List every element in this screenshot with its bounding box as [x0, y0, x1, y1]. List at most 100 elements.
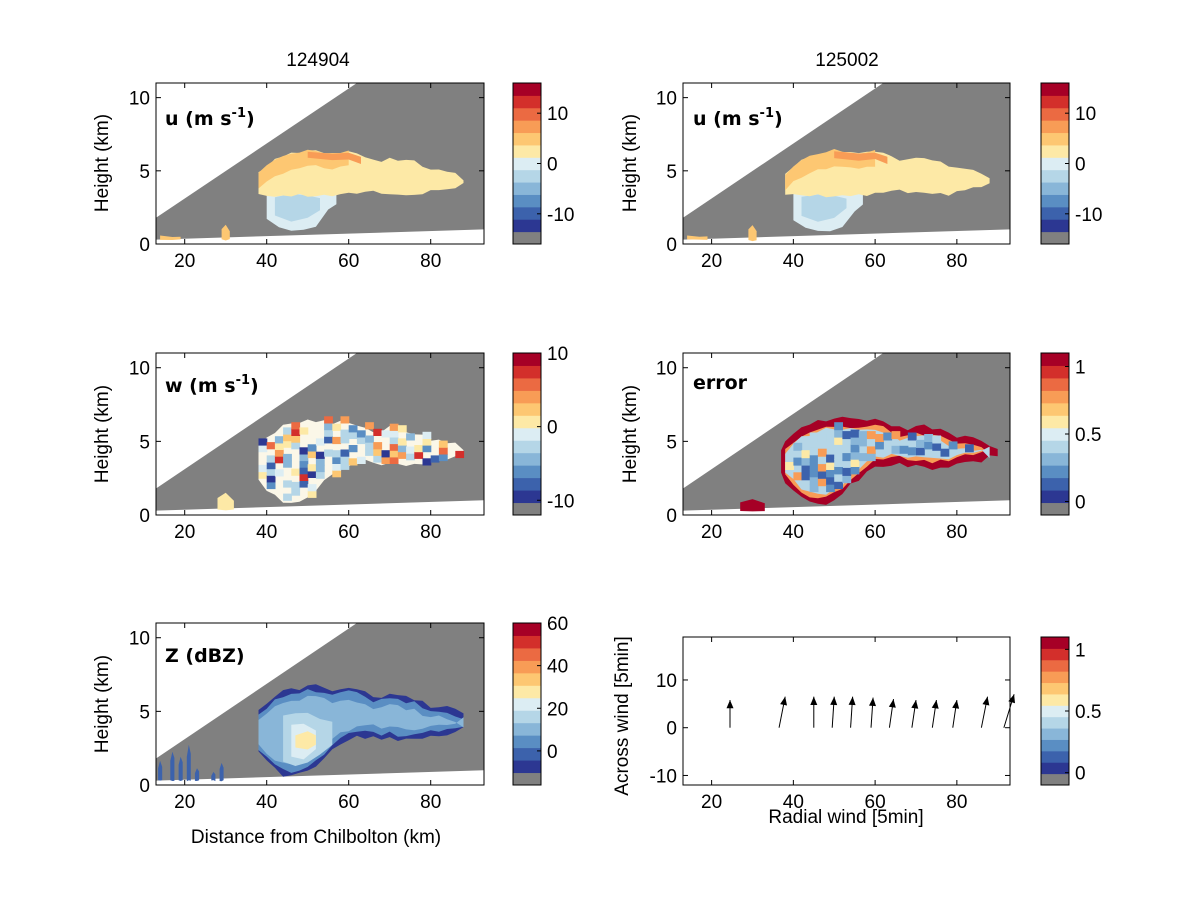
- data-cell: [283, 440, 292, 448]
- colorbar-segment: [513, 402, 541, 416]
- u-label-left: u (m s-1): [165, 106, 255, 130]
- data-cell: [356, 430, 366, 438]
- data-cell: [324, 436, 333, 444]
- data-cell: [266, 442, 276, 450]
- data-cell: [332, 423, 342, 431]
- data-cell: [916, 439, 925, 448]
- data-cell: [866, 453, 876, 462]
- colorbar-tick-label: -10: [1075, 205, 1102, 226]
- x-tick-label: 60: [338, 522, 359, 543]
- colorbar-segment: [1041, 659, 1069, 672]
- axes-frame: [155, 622, 485, 786]
- data-cell: [809, 476, 819, 485]
- ylabel-error: Height (km): [620, 385, 641, 483]
- data-cell: [332, 463, 342, 471]
- data-cell: [356, 456, 366, 464]
- colorbar-tick-label: 0: [1075, 493, 1086, 514]
- colorbar-tick-label: -10: [547, 491, 574, 512]
- data-cell: [809, 462, 819, 470]
- data-cell: [397, 445, 407, 453]
- data-cell: [834, 451, 843, 460]
- colorbar-segment: [1041, 773, 1069, 785]
- colorbar-segment: [513, 144, 541, 158]
- data-cell: [826, 476, 835, 485]
- data-cell: [817, 463, 827, 472]
- colorbar-tick-label: 0: [547, 742, 558, 763]
- data-cell: [324, 416, 333, 424]
- data-cell: [274, 442, 284, 450]
- data-cell: [793, 442, 803, 451]
- data-cell: [291, 481, 301, 490]
- data-cell: [283, 493, 292, 501]
- x-tick-label: 60: [865, 251, 886, 272]
- data-cell: [365, 435, 374, 443]
- y-tick-label: 0: [139, 235, 150, 256]
- y-tick-label: 10: [656, 359, 677, 380]
- colorbar-tick-label: 0.5: [1075, 702, 1101, 723]
- data-cell: [299, 447, 309, 455]
- colorbar-segment: [513, 452, 541, 466]
- y-tick-label: 0: [666, 506, 677, 527]
- data-cell: [258, 445, 268, 453]
- u-negative-region: [801, 194, 847, 222]
- colorbar-segment: [513, 365, 541, 379]
- colorbar-segment: [1041, 682, 1069, 695]
- error-panel: 20 40 60 80 0 5 10 1 0.5 0: [656, 352, 1101, 543]
- data-cell: [916, 447, 925, 456]
- u-label-right: u (m s-1): [693, 106, 783, 130]
- data-cell: [455, 450, 465, 459]
- data-cell: [817, 448, 827, 457]
- data-cell: [907, 447, 917, 456]
- colorbar-segment: [1041, 182, 1069, 195]
- data-cell: [834, 473, 843, 482]
- data-cell: [340, 416, 350, 424]
- data-cell: [389, 456, 399, 464]
- u-small-echo: [687, 235, 708, 240]
- data-cell: [356, 436, 366, 445]
- wind-arrow-head: [830, 696, 838, 706]
- data-cell: [801, 450, 811, 459]
- data-cell: [850, 466, 860, 475]
- data-cell: [299, 427, 309, 435]
- data-cell: [940, 448, 950, 457]
- colorbar-segment: [513, 83, 541, 96]
- data-cell: [373, 455, 383, 463]
- data-cell: [291, 488, 301, 496]
- colorbar-segment: [513, 390, 541, 404]
- data-cell: [340, 456, 350, 464]
- data-cell: [365, 422, 374, 430]
- y-tick-label: -10: [650, 766, 677, 787]
- data-cell: [801, 472, 811, 481]
- y-tick-label: 5: [139, 432, 150, 453]
- colorbar-segment: [1041, 231, 1069, 244]
- data-cell: [381, 430, 391, 438]
- colorbar-segment: [1041, 648, 1069, 661]
- axes-frame: [155, 352, 485, 516]
- data-cell: [397, 451, 407, 459]
- y-tick-label: 10: [656, 671, 677, 692]
- colorbar-segment: [513, 157, 541, 171]
- w-label: w (m s-1): [165, 373, 259, 397]
- data-cell: [348, 458, 358, 466]
- data-cell: [397, 438, 407, 446]
- x-tick-label: 40: [256, 251, 277, 272]
- x-tick-label: 60: [338, 792, 359, 813]
- data-cell: [834, 429, 843, 438]
- ylabel-quiver: Across wind [5min]: [612, 636, 633, 795]
- colorbar-segment: [1041, 502, 1069, 515]
- colorbar-segment: [513, 107, 541, 121]
- y-tick-label: 10: [129, 359, 150, 380]
- colorbar-segment: [1041, 693, 1069, 706]
- data-cell: [826, 462, 835, 470]
- colorbar-segment: [1041, 377, 1069, 391]
- data-cell: [850, 459, 860, 467]
- colorbar-segment: [513, 772, 541, 785]
- x-tick-label: 20: [701, 251, 722, 272]
- y-tick-label: 5: [666, 432, 677, 453]
- colorbar-segment: [513, 182, 541, 195]
- colorbar-segment: [513, 353, 541, 366]
- colorbar-segment: [1041, 390, 1069, 404]
- data-cell: [866, 438, 876, 447]
- x-tick-label: 80: [946, 251, 967, 272]
